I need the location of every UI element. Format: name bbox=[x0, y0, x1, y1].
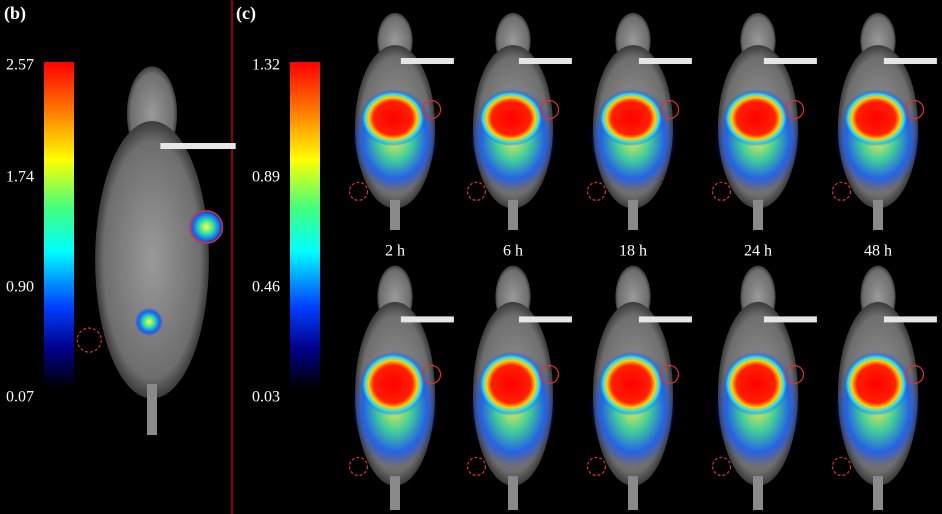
time-label: 6 h bbox=[503, 243, 523, 260]
mouse-scan bbox=[711, 12, 817, 230]
roi bbox=[659, 364, 680, 385]
roi bbox=[784, 99, 805, 120]
holder bbox=[638, 316, 692, 323]
holder bbox=[763, 316, 817, 323]
roi bbox=[711, 456, 732, 477]
colorbar-tick-label: 0.03 bbox=[252, 389, 280, 406]
roi bbox=[76, 327, 102, 353]
holder bbox=[518, 58, 572, 64]
colorbar-tick-label: 0.46 bbox=[252, 279, 280, 296]
tail bbox=[508, 476, 518, 510]
roi bbox=[711, 181, 732, 201]
mouse-scan bbox=[711, 265, 817, 510]
tail bbox=[508, 199, 518, 230]
holder bbox=[518, 316, 572, 323]
tail bbox=[628, 199, 638, 230]
roi bbox=[784, 364, 805, 385]
liver-uptake bbox=[843, 352, 909, 416]
panel-label: (b) bbox=[4, 3, 26, 24]
colorbar-tick-label: 0.89 bbox=[252, 169, 280, 186]
mouse-scan bbox=[586, 12, 692, 230]
holder bbox=[160, 143, 236, 149]
holder bbox=[400, 58, 454, 64]
mouse-scan bbox=[76, 66, 236, 435]
tail bbox=[390, 199, 400, 230]
roi bbox=[904, 364, 925, 385]
roi bbox=[831, 181, 852, 201]
roi bbox=[831, 456, 852, 477]
liver-uptake bbox=[478, 352, 544, 416]
mouse-scan bbox=[348, 265, 454, 510]
time-label: 18 h bbox=[619, 243, 647, 260]
tail bbox=[873, 476, 883, 510]
colorbar-tick-label: 1.74 bbox=[6, 169, 34, 186]
liver-uptake bbox=[598, 352, 664, 416]
colorbar-tick-label: 1.32 bbox=[252, 57, 280, 74]
mouse-scan bbox=[831, 265, 937, 510]
holder bbox=[400, 316, 454, 323]
roi bbox=[348, 456, 369, 477]
colorbar-tick-label: 0.90 bbox=[6, 279, 34, 296]
roi bbox=[586, 456, 607, 477]
mouse-scan bbox=[466, 12, 572, 230]
bladder-uptake bbox=[135, 307, 163, 336]
roi bbox=[189, 210, 224, 244]
liver-uptake bbox=[478, 90, 544, 147]
roi bbox=[466, 456, 487, 477]
colorbar bbox=[290, 62, 320, 388]
torso bbox=[95, 121, 209, 399]
holder bbox=[763, 58, 817, 64]
roi bbox=[586, 181, 607, 201]
roi bbox=[421, 99, 442, 120]
liver-uptake bbox=[843, 90, 909, 147]
liver-uptake bbox=[360, 90, 426, 147]
tail bbox=[147, 383, 157, 435]
roi bbox=[539, 99, 560, 120]
panel-label: (c) bbox=[236, 3, 256, 24]
time-label: 24 h bbox=[744, 243, 772, 260]
liver-uptake bbox=[723, 352, 789, 416]
holder bbox=[883, 316, 937, 323]
roi bbox=[421, 364, 442, 385]
mouse-scan bbox=[466, 265, 572, 510]
time-label: 2 h bbox=[385, 243, 405, 260]
roi bbox=[348, 181, 369, 201]
roi bbox=[659, 99, 680, 120]
colorbar bbox=[44, 62, 74, 388]
colorbar-tick-label: 0.07 bbox=[6, 389, 34, 406]
tail bbox=[753, 476, 763, 510]
holder bbox=[883, 58, 937, 64]
mouse-scan bbox=[586, 265, 692, 510]
tail bbox=[753, 199, 763, 230]
roi bbox=[466, 181, 487, 201]
colorbar-tick-label: 2.57 bbox=[6, 57, 34, 74]
mouse-scan bbox=[348, 12, 454, 230]
tail bbox=[628, 476, 638, 510]
tumor-uptake bbox=[188, 208, 225, 245]
roi bbox=[904, 99, 925, 120]
liver-uptake bbox=[360, 352, 426, 416]
tail bbox=[873, 199, 883, 230]
liver-uptake bbox=[723, 90, 789, 147]
time-label: 48 h bbox=[864, 243, 892, 260]
liver-uptake bbox=[598, 90, 664, 147]
roi bbox=[539, 364, 560, 385]
mouse-scan bbox=[831, 12, 937, 230]
holder bbox=[638, 58, 692, 64]
tail bbox=[390, 476, 400, 510]
